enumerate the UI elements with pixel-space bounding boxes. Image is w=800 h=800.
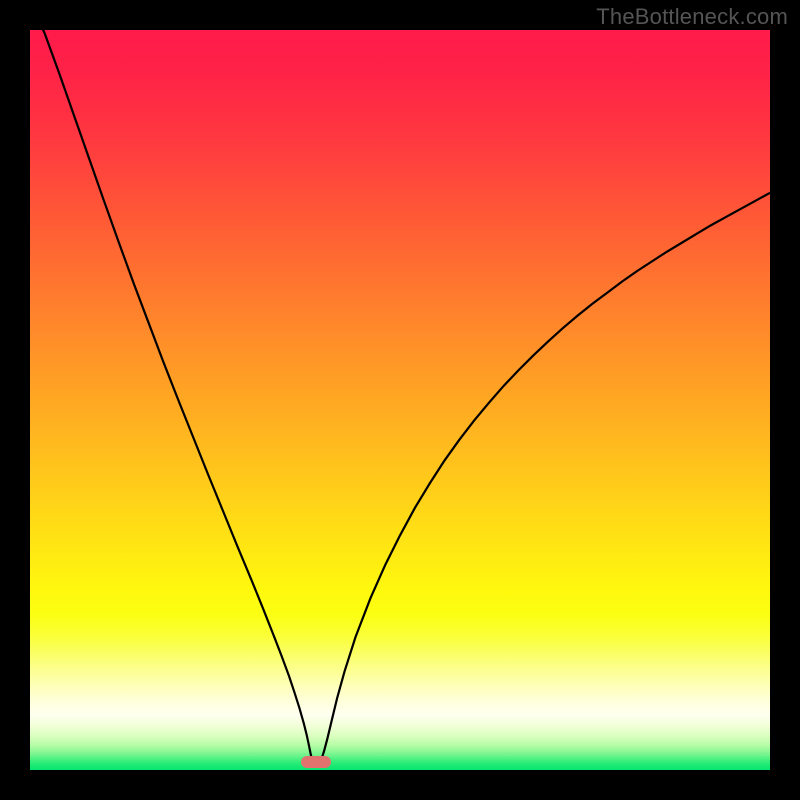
bottleneck-curve xyxy=(30,30,770,770)
plot-area xyxy=(30,30,770,770)
chart-frame: TheBottleneck.com xyxy=(0,0,800,800)
minimum-marker xyxy=(301,756,331,768)
watermark-text: TheBottleneck.com xyxy=(596,4,788,30)
